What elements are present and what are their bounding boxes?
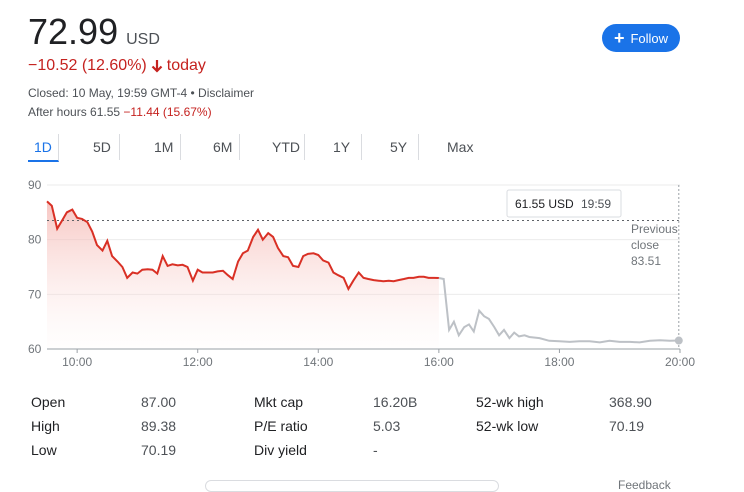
- tab-5d[interactable]: 5D: [59, 134, 120, 160]
- tab-1d[interactable]: 1D: [28, 134, 59, 162]
- previous-close-value: 83.51: [631, 254, 661, 268]
- stat-label-52wk-high: 52-wk high: [476, 394, 544, 410]
- y-axis-labels: 90 80 70 60: [28, 178, 42, 356]
- stat-value-high: 89.38: [141, 418, 177, 434]
- tab-1y[interactable]: 1Y: [305, 134, 362, 160]
- stat-label-div-yield: Div yield: [254, 442, 307, 458]
- after-hours-info: After hours 61.55 −11.44 (15.67%): [28, 105, 212, 119]
- tooltip: 61.55 USD 19:59: [506, 189, 622, 218]
- price-row: 72.99 USD: [28, 10, 160, 54]
- follow-button[interactable]: + Follow: [602, 24, 680, 52]
- x-axis-labels: 10:00 12:00 14:00 16:00 18:00 20:00: [62, 349, 695, 369]
- current-price: 72.99: [28, 11, 119, 52]
- currency-label: USD: [126, 31, 160, 48]
- x-tick-label: 18:00: [544, 355, 574, 369]
- search-box-edge: [205, 480, 499, 492]
- previous-close-label-1: Previous: [631, 222, 678, 236]
- stat-value-low: 70.19: [141, 442, 177, 458]
- tab-6m[interactable]: 6M: [181, 134, 240, 160]
- x-tick-label: 14:00: [303, 355, 333, 369]
- price-area-fill: [47, 201, 439, 349]
- price-change: −10.52 (12.60%) today: [28, 57, 206, 75]
- change-value: −10.52 (12.60%): [28, 57, 147, 74]
- x-tick-label: 10:00: [62, 355, 92, 369]
- stat-label-pe-ratio: P/E ratio: [254, 418, 308, 434]
- x-tick-label: 12:00: [183, 355, 213, 369]
- after-hours-change: −11.44 (15.67%): [123, 105, 212, 119]
- stat-label-low: Low: [31, 442, 57, 458]
- after-hours-label: After hours 61.55: [28, 105, 121, 119]
- tooltip-box: [506, 189, 622, 218]
- stat-label-mkt-cap: Mkt cap: [254, 394, 304, 410]
- stat-value-52wk-high: 368.90: [609, 394, 652, 410]
- y-tick-label: 80: [28, 233, 42, 247]
- stats-table: Open 87.00 Mkt cap 16.20B 52-wk high 368…: [31, 394, 671, 466]
- stat-label-open: Open: [31, 394, 66, 410]
- arrow-down-icon: [151, 59, 163, 73]
- feedback-link[interactable]: Feedback: [618, 478, 671, 492]
- cursor-dot: [674, 336, 683, 345]
- stats-row: High 89.38 P/E ratio 5.03 52-wk low 70.1…: [31, 418, 671, 442]
- tab-ytd[interactable]: YTD: [240, 134, 305, 160]
- tooltip-price: 61.55 USD: [515, 197, 574, 211]
- stats-row: Low 70.19 Div yield -: [31, 442, 671, 466]
- follow-label: Follow: [630, 30, 669, 46]
- tab-max[interactable]: Max: [447, 139, 474, 155]
- tooltip-time: 19:59: [581, 197, 611, 211]
- stat-value-pe-ratio: 5.03: [373, 418, 401, 434]
- plus-icon: +: [613, 28, 625, 48]
- tab-1m[interactable]: 1M: [120, 134, 181, 160]
- x-tick-label: 16:00: [424, 355, 454, 369]
- stat-label-high: High: [31, 418, 60, 434]
- closed-info: Closed: 10 May, 19:59 GMT-4 • Disclaimer: [28, 86, 255, 100]
- tab-5y[interactable]: 5Y: [362, 134, 419, 160]
- price-line-regular: [46, 200, 439, 292]
- x-tick-label: 20:00: [665, 355, 695, 369]
- range-tabs: 1D 5D 1M 6M YTD 1Y 5Y Max: [28, 134, 477, 162]
- change-period: today: [166, 57, 206, 74]
- stat-label-52wk-low: 52-wk low: [476, 418, 539, 434]
- price-line-after-hours: [438, 277, 679, 344]
- previous-close-label-2: close: [631, 238, 659, 252]
- stat-value-div-yield: -: [373, 442, 378, 458]
- stat-value-52wk-low: 70.19: [609, 418, 645, 434]
- y-tick-label: 90: [28, 178, 42, 192]
- stat-value-open: 87.00: [141, 394, 177, 410]
- y-tick-label: 70: [28, 287, 42, 301]
- stat-value-mkt-cap: 16.20B: [373, 394, 418, 410]
- y-tick-label: 60: [28, 342, 42, 356]
- stats-row: Open 87.00 Mkt cap 16.20B 52-wk high 368…: [31, 394, 671, 418]
